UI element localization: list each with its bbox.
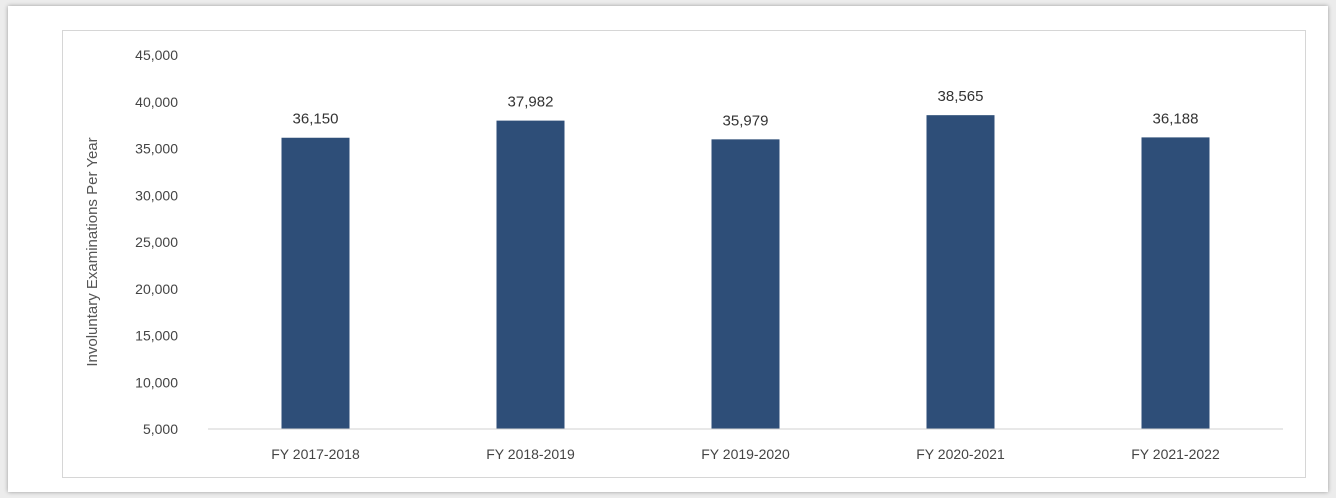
bar-value-label: 36,150 xyxy=(293,111,339,128)
bar-chart: 5,000 10,000 15,000 20,000 25,000 30,000 35,00… xyxy=(84,47,1283,462)
y-tick-label: 35,000 xyxy=(135,141,178,157)
y-tick-label: 5,000 xyxy=(143,421,178,437)
x-tick-label: FY 2017-2018 xyxy=(271,446,360,462)
y-tick-label: 40,000 xyxy=(135,94,178,110)
bar-value-label: 36,188 xyxy=(1153,110,1199,127)
y-axis-title: Involuntary Examinations Per Year xyxy=(84,137,101,366)
y-tick-label: 45,000 xyxy=(135,47,178,63)
bar-series xyxy=(281,115,1210,430)
chart-area: 5,000 10,000 15,000 20,000 25,000 30,000 35,00… xyxy=(62,30,1306,478)
bar-value-label: 38,565 xyxy=(938,88,984,105)
bar xyxy=(281,137,350,429)
x-axis-ticks: FY 2017-2018 FY 2018-2019 FY 2019-2020 FY 2… xyxy=(271,446,1220,462)
bar-value-label: 35,979 xyxy=(723,112,769,129)
x-tick-label: FY 2019-2020 xyxy=(701,446,790,462)
y-tick-label: 10,000 xyxy=(135,374,178,390)
x-tick-label: FY 2020-2021 xyxy=(916,446,1005,462)
y-tick-label: 25,000 xyxy=(135,234,178,250)
bar xyxy=(926,115,995,430)
y-tick-label: 30,000 xyxy=(135,187,178,203)
y-tick-label: 20,000 xyxy=(135,281,178,297)
data-labels: 36,150 37,982 35,979 38,565 36,188 xyxy=(293,88,1199,129)
chart-frame: 5,000 10,000 15,000 20,000 25,000 30,000 35,00… xyxy=(8,6,1328,492)
y-tick-label: 15,000 xyxy=(135,328,178,344)
x-tick-label: FY 2018-2019 xyxy=(486,446,575,462)
bar xyxy=(1141,137,1210,429)
x-tick-label: FY 2021-2022 xyxy=(1131,446,1220,462)
bar xyxy=(496,120,565,430)
bar xyxy=(711,139,780,429)
bar-value-label: 37,982 xyxy=(508,94,554,111)
y-axis-ticks: 5,000 10,000 15,000 20,000 25,000 30,000 35,00… xyxy=(135,47,178,437)
